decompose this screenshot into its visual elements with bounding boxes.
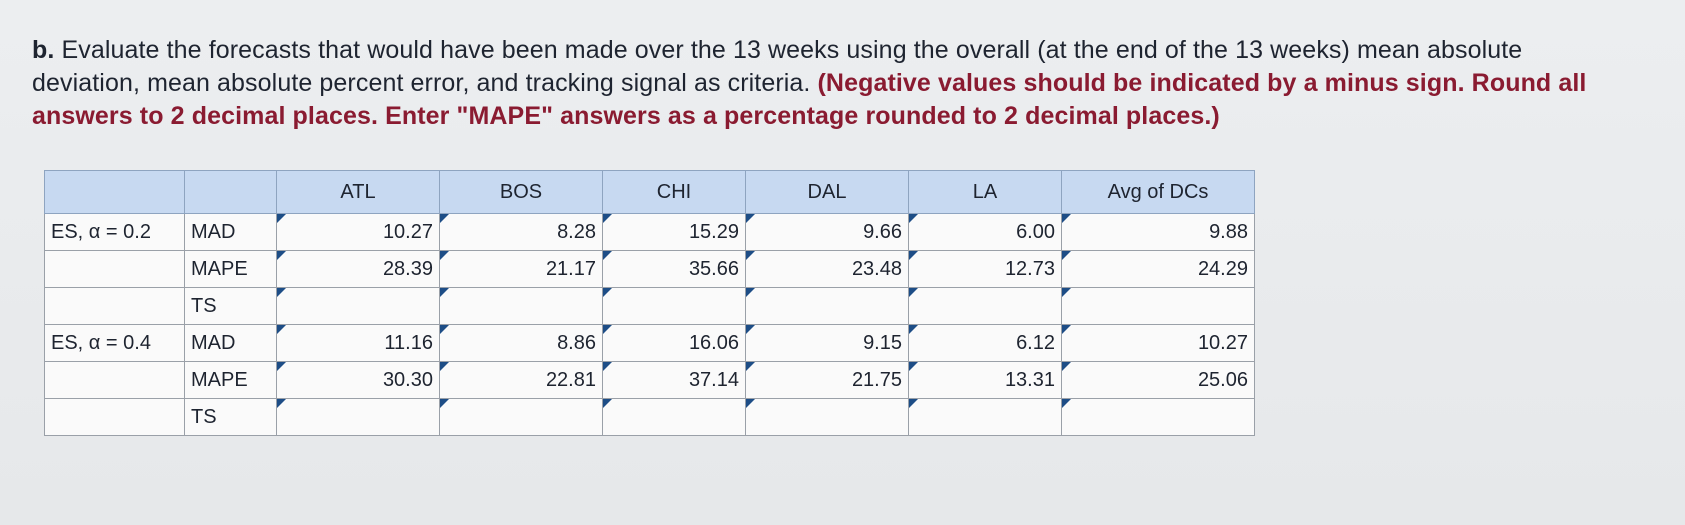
- header-chi: CHI: [602, 170, 746, 214]
- table-row: MAPE 30.30 22.81 37.14 21.75 13.31 25.06: [44, 361, 1255, 399]
- answer-cell[interactable]: 11.16: [276, 324, 440, 362]
- answer-cell[interactable]: 9.66: [745, 213, 909, 251]
- answer-cell[interactable]: 30.30: [276, 361, 440, 399]
- answer-cell[interactable]: 8.28: [439, 213, 603, 251]
- answer-cell[interactable]: 10.27: [1061, 324, 1255, 362]
- table-row: ES, α = 0.4 MAD 11.16 8.86 16.06 9.15 6.…: [44, 324, 1255, 362]
- answer-cell[interactable]: [602, 398, 746, 436]
- answer-cell[interactable]: 21.75: [745, 361, 909, 399]
- answer-table: ATL BOS CHI DAL LA Avg of DCs ES, α = 0.…: [44, 170, 1255, 436]
- answer-cell[interactable]: [439, 398, 603, 436]
- header-row: ATL BOS CHI DAL LA Avg of DCs: [44, 170, 1255, 214]
- question-label: b.: [32, 36, 55, 64]
- header-bos: BOS: [439, 170, 603, 214]
- answer-cell[interactable]: 21.17: [439, 250, 603, 288]
- header-atl: ATL: [276, 170, 440, 214]
- header-dal: DAL: [745, 170, 909, 214]
- answer-cell[interactable]: [276, 287, 440, 325]
- table-row: TS: [44, 287, 1255, 325]
- row-metric-label: TS: [184, 287, 277, 325]
- question-instruction: (Negative values should be indicated by …: [32, 69, 1587, 130]
- row-group-label: ES, α = 0.2: [44, 213, 185, 251]
- answer-cell[interactable]: 35.66: [602, 250, 746, 288]
- header-avg: Avg of DCs: [1061, 170, 1255, 214]
- answer-cell[interactable]: 10.27: [276, 213, 440, 251]
- row-group-label: [44, 250, 185, 288]
- row-group-label: [44, 398, 185, 436]
- answer-cell[interactable]: 15.29: [602, 213, 746, 251]
- row-group-label: [44, 361, 185, 399]
- header-group: [44, 170, 185, 214]
- answer-cell[interactable]: [908, 287, 1062, 325]
- answer-cell[interactable]: 24.29: [1061, 250, 1255, 288]
- answer-cell[interactable]: [276, 398, 440, 436]
- answer-cell[interactable]: 22.81: [439, 361, 603, 399]
- row-metric-label: MAPE: [184, 361, 277, 399]
- answer-cell[interactable]: 23.48: [745, 250, 909, 288]
- answer-cell[interactable]: [1061, 398, 1255, 436]
- answer-cell[interactable]: [745, 287, 909, 325]
- row-metric-label: MAD: [184, 213, 277, 251]
- answer-cell[interactable]: [745, 398, 909, 436]
- answer-cell[interactable]: 13.31: [908, 361, 1062, 399]
- row-group-label: [44, 287, 185, 325]
- question-text: b. Evaluate the forecasts that would hav…: [32, 34, 1632, 133]
- table-row: ES, α = 0.2 MAD 10.27 8.28 15.29 9.66 6.…: [44, 213, 1255, 251]
- answer-cell[interactable]: 6.00: [908, 213, 1062, 251]
- answer-cell[interactable]: 9.15: [745, 324, 909, 362]
- row-metric-label: MAPE: [184, 250, 277, 288]
- answer-cell[interactable]: 8.86: [439, 324, 603, 362]
- answer-cell[interactable]: [1061, 287, 1255, 325]
- answer-cell[interactable]: [439, 287, 603, 325]
- answer-cell[interactable]: 12.73: [908, 250, 1062, 288]
- answer-cell[interactable]: 6.12: [908, 324, 1062, 362]
- answer-cell[interactable]: 25.06: [1061, 361, 1255, 399]
- header-metric: [184, 170, 277, 214]
- row-metric-label: TS: [184, 398, 277, 436]
- header-la: LA: [908, 170, 1062, 214]
- answer-cell[interactable]: 37.14: [602, 361, 746, 399]
- table-row: MAPE 28.39 21.17 35.66 23.48 12.73 24.29: [44, 250, 1255, 288]
- answer-cell[interactable]: 9.88: [1061, 213, 1255, 251]
- question-body: Evaluate the forecasts that would have b…: [32, 36, 1523, 97]
- answer-cell[interactable]: 28.39: [276, 250, 440, 288]
- row-group-label: ES, α = 0.4: [44, 324, 185, 362]
- answer-cell[interactable]: [908, 398, 1062, 436]
- row-metric-label: MAD: [184, 324, 277, 362]
- answer-cell[interactable]: 16.06: [602, 324, 746, 362]
- table-row: TS: [44, 398, 1255, 436]
- answer-cell[interactable]: [602, 287, 746, 325]
